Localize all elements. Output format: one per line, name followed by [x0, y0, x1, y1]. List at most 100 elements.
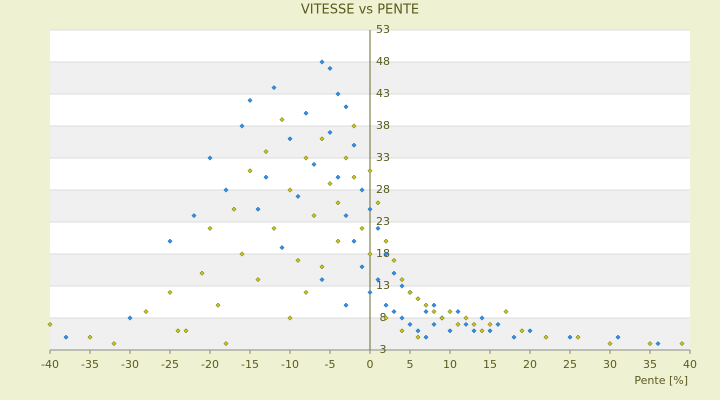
- x-tick-label: -10: [281, 358, 299, 371]
- point: [423, 309, 429, 315]
- point: [287, 136, 293, 142]
- x-tick-label: 10: [443, 358, 457, 371]
- point: [415, 328, 421, 334]
- point: [295, 193, 301, 199]
- point: [567, 334, 573, 340]
- point: [479, 328, 485, 334]
- point: [391, 270, 397, 276]
- point: [247, 168, 253, 174]
- point: [455, 309, 461, 315]
- point: [527, 328, 533, 334]
- point: [343, 104, 349, 110]
- point: [375, 200, 381, 206]
- x-tick-label: -35: [81, 358, 99, 371]
- y-tick-label: 28: [376, 183, 390, 196]
- point: [335, 91, 341, 97]
- point: [271, 85, 277, 91]
- point: [487, 328, 493, 334]
- point: [63, 334, 69, 340]
- point: [255, 206, 261, 212]
- y-tick-label: 53: [376, 23, 390, 36]
- point: [543, 334, 549, 340]
- x-tick-label: 20: [523, 358, 537, 371]
- point: [311, 161, 317, 167]
- point: [447, 309, 453, 315]
- point: [471, 321, 477, 327]
- point: [319, 264, 325, 270]
- point: [207, 155, 213, 161]
- point: [415, 334, 421, 340]
- point: [127, 315, 133, 321]
- point: [399, 328, 405, 334]
- point: [519, 328, 525, 334]
- point: [647, 341, 653, 347]
- point: [383, 238, 389, 244]
- y-tick-label: 38: [376, 119, 390, 132]
- point: [287, 315, 293, 321]
- point: [607, 341, 613, 347]
- point: [303, 110, 309, 116]
- point: [615, 334, 621, 340]
- point: [167, 289, 173, 295]
- point: [287, 187, 293, 193]
- x-tick-label: 35: [643, 358, 657, 371]
- point: [367, 251, 373, 257]
- point: [359, 264, 365, 270]
- point: [399, 283, 405, 289]
- point: [487, 321, 493, 327]
- point: [183, 328, 189, 334]
- x-tick-label: -25: [161, 358, 179, 371]
- point: [319, 277, 325, 283]
- point: [367, 206, 373, 212]
- x-tick-label: 40: [683, 358, 697, 371]
- y-tick-label: 18: [376, 247, 390, 260]
- point: [359, 187, 365, 193]
- point: [463, 321, 469, 327]
- point: [167, 238, 173, 244]
- y-tick-label: 48: [376, 55, 390, 68]
- point: [351, 142, 357, 148]
- point: [399, 277, 405, 283]
- y-tick-label: 43: [376, 87, 390, 100]
- point: [383, 315, 389, 321]
- point: [279, 117, 285, 123]
- point: [359, 225, 365, 231]
- point: [343, 302, 349, 308]
- point: [511, 334, 517, 340]
- point: [255, 277, 261, 283]
- point: [335, 174, 341, 180]
- y-tick-label: 13: [376, 279, 390, 292]
- point: [423, 302, 429, 308]
- x-tick-label: -15: [241, 358, 259, 371]
- point: [367, 168, 373, 174]
- point: [327, 65, 333, 71]
- point: [383, 302, 389, 308]
- point: [327, 181, 333, 187]
- point: [367, 289, 373, 295]
- point: [471, 328, 477, 334]
- point: [343, 213, 349, 219]
- point: [423, 334, 429, 340]
- point: [47, 321, 53, 327]
- point: [271, 225, 277, 231]
- point: [223, 341, 229, 347]
- x-tick-label: -40: [41, 358, 59, 371]
- point: [447, 328, 453, 334]
- x-tick-label: -5: [325, 358, 336, 371]
- x-tick-label: -30: [121, 358, 139, 371]
- point: [503, 309, 509, 315]
- point: [279, 245, 285, 251]
- x-tick-label: 15: [483, 358, 497, 371]
- point: [231, 206, 237, 212]
- point: [87, 334, 93, 340]
- point: [335, 238, 341, 244]
- x-tick-label: 25: [563, 358, 577, 371]
- point: [351, 238, 357, 244]
- point: [495, 321, 501, 327]
- point: [327, 129, 333, 135]
- point: [319, 59, 325, 65]
- point: [143, 309, 149, 315]
- point: [375, 277, 381, 283]
- point: [199, 270, 205, 276]
